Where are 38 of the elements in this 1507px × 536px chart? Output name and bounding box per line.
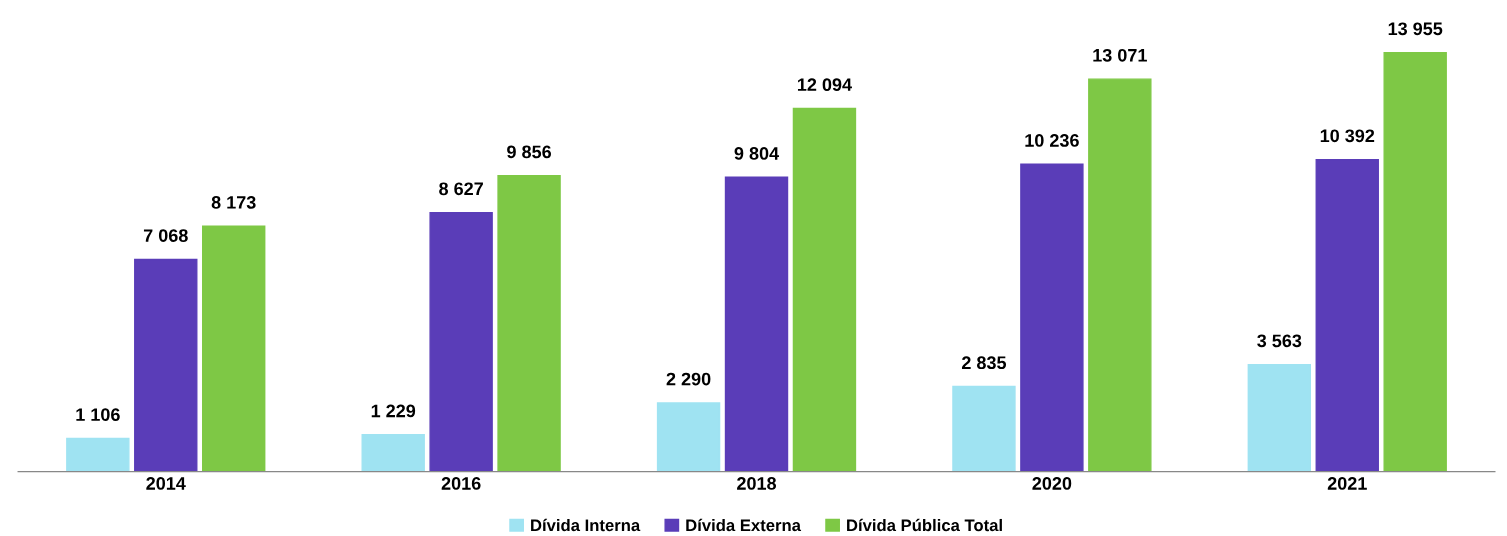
data-label: 2 290 (666, 372, 711, 386)
bar (656, 402, 721, 472)
data-label: 3 563 (1257, 334, 1302, 348)
data-label: 9 804 (734, 147, 780, 160)
bar (429, 211, 493, 472)
bar (134, 258, 198, 472)
data-label: 8 627 (439, 182, 483, 196)
bar (497, 175, 561, 472)
bar (1020, 163, 1084, 472)
bar (1247, 363, 1312, 472)
data-label: 1 229 (371, 404, 416, 418)
data-label: 8 173 (211, 196, 256, 209)
bar (361, 434, 425, 472)
bar (1383, 51, 1447, 472)
data-label: 2 835 (961, 356, 1007, 370)
data-label: 10 236 (1025, 134, 1079, 147)
bar (1088, 78, 1152, 472)
bar (1315, 158, 1379, 472)
x-tick-label: 2020 (1032, 477, 1072, 490)
legend-label: Dívida Externa (686, 518, 802, 532)
data-label: 1 106 (76, 408, 120, 422)
legend-label: Dívida Interna (531, 518, 641, 532)
data-label: 12 094 (797, 78, 852, 92)
legend-label: Dívida Pública Total (847, 518, 1002, 532)
data-label: 9 856 (507, 145, 552, 159)
x-tick-label: 2021 (1327, 477, 1367, 490)
x-tick-label: 2018 (737, 477, 777, 490)
data-label: 10 392 (1320, 129, 1375, 143)
x-tick-label: 2016 (441, 477, 481, 490)
bar (66, 437, 130, 472)
bar (792, 107, 857, 472)
data-label: 13 071 (1093, 48, 1147, 62)
x-tick-label: 2014 (146, 477, 186, 490)
bar (201, 225, 266, 472)
data-label: 13 955 (1388, 22, 1443, 36)
data-label: 7 068 (143, 229, 188, 242)
bar (952, 385, 1016, 472)
bar (724, 176, 789, 472)
